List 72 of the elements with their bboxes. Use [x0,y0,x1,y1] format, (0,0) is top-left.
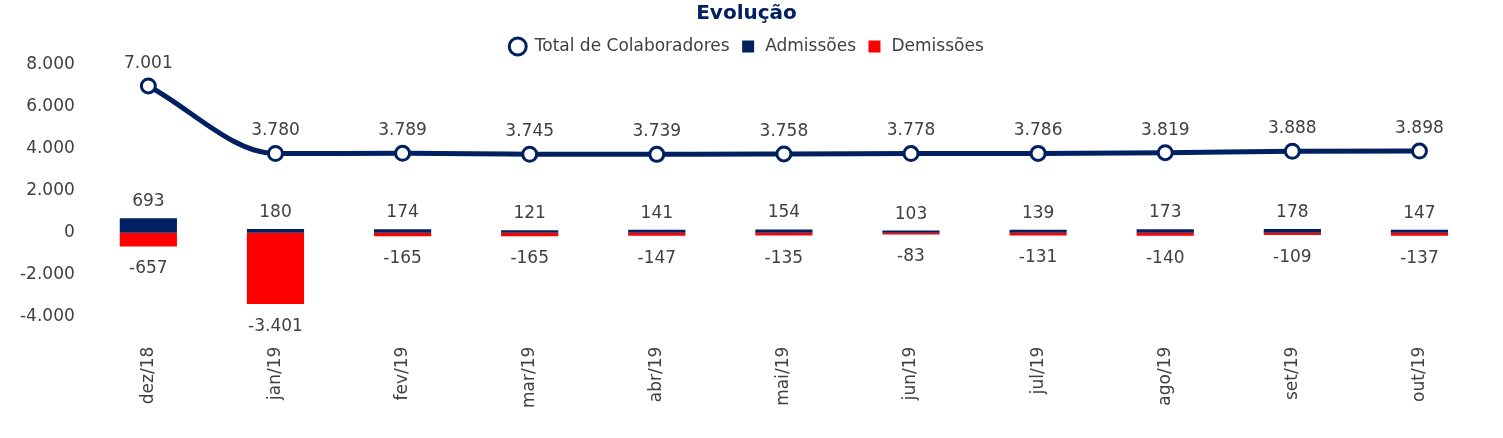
point [521,145,539,163]
y-tick-label: -4.000 [19,305,75,326]
data-label: 103 [894,202,928,223]
bar [119,232,177,247]
data-label: 121 [513,202,546,223]
y-tick-label: 8.000 [26,53,75,74]
point [1410,142,1428,160]
data-label: 180 [259,200,292,221]
legend-label: Demissões [891,34,984,55]
bar [119,218,177,233]
data-label: -3.401 [248,315,303,336]
x-tick-label: dez/18 [136,346,157,405]
legend-label: Total de Colaboradores [533,34,730,55]
x-tick-label: mar/19 [518,346,539,408]
data-label: 693 [132,190,165,211]
data-label: 3.780 [251,119,300,140]
data-label: 178 [1276,200,1309,221]
point [1029,144,1047,162]
x-tick-label: jul/19 [1026,346,1047,396]
data-label: -147 [637,246,677,267]
bar [246,229,305,233]
point [394,144,412,162]
y-tick-label: 4.000 [26,137,75,158]
data-label: 3.739 [632,120,682,141]
data-label: 139 [1021,201,1055,222]
data-label: -131 [1018,246,1058,267]
data-label: 154 [767,201,801,222]
y-tick-label: 2.000 [26,179,75,200]
x-tick-label: jun/19 [899,346,920,402]
point [266,145,284,163]
point [1283,142,1301,160]
y-tick-label: -2.000 [19,263,75,284]
data-label: 3.819 [1140,118,1190,139]
bar [501,230,559,233]
data-label: 147 [1403,201,1436,222]
x-tick-label: ago/19 [1153,346,1174,406]
data-label: 3.745 [505,120,555,141]
data-label: -140 [1145,246,1185,267]
bar [373,229,432,233]
data-label: 3.789 [378,119,427,140]
chart-title: Evolução [696,0,797,25]
data-label: -135 [764,246,804,267]
data-label: 3.898 [1395,116,1444,137]
point [139,77,157,95]
data-label: -657 [129,257,168,278]
data-label: -165 [510,247,549,268]
point [648,145,666,163]
data-label: 174 [386,201,419,222]
point [1156,144,1174,162]
data-label: 3.786 [1013,119,1063,140]
x-tick-label: fev/19 [391,346,411,401]
y-tick-label: 0 [63,221,75,242]
data-label: -165 [383,247,422,268]
data-label: -83 [897,245,925,266]
point [775,145,793,163]
data-label: -109 [1273,245,1312,266]
data-label: 3.758 [759,119,809,140]
data-label: 3.778 [886,119,936,140]
x-tick-label: out/19 [1407,346,1428,402]
legend-label: Admissões [765,34,857,55]
point [902,145,920,163]
bar [246,232,305,305]
data-label: 7.001 [124,51,173,72]
data-label: -137 [1400,246,1439,267]
x-tick-label: set/19 [1280,346,1301,401]
x-tick-label: jan/19 [263,346,284,401]
data-label: 173 [1149,201,1182,222]
x-tick-label: abr/19 [645,346,666,403]
data-label: 3.888 [1268,117,1317,138]
data-label: 141 [640,201,674,222]
x-tick-label: mai/19 [772,346,793,406]
y-tick-label: 6.000 [26,95,75,116]
